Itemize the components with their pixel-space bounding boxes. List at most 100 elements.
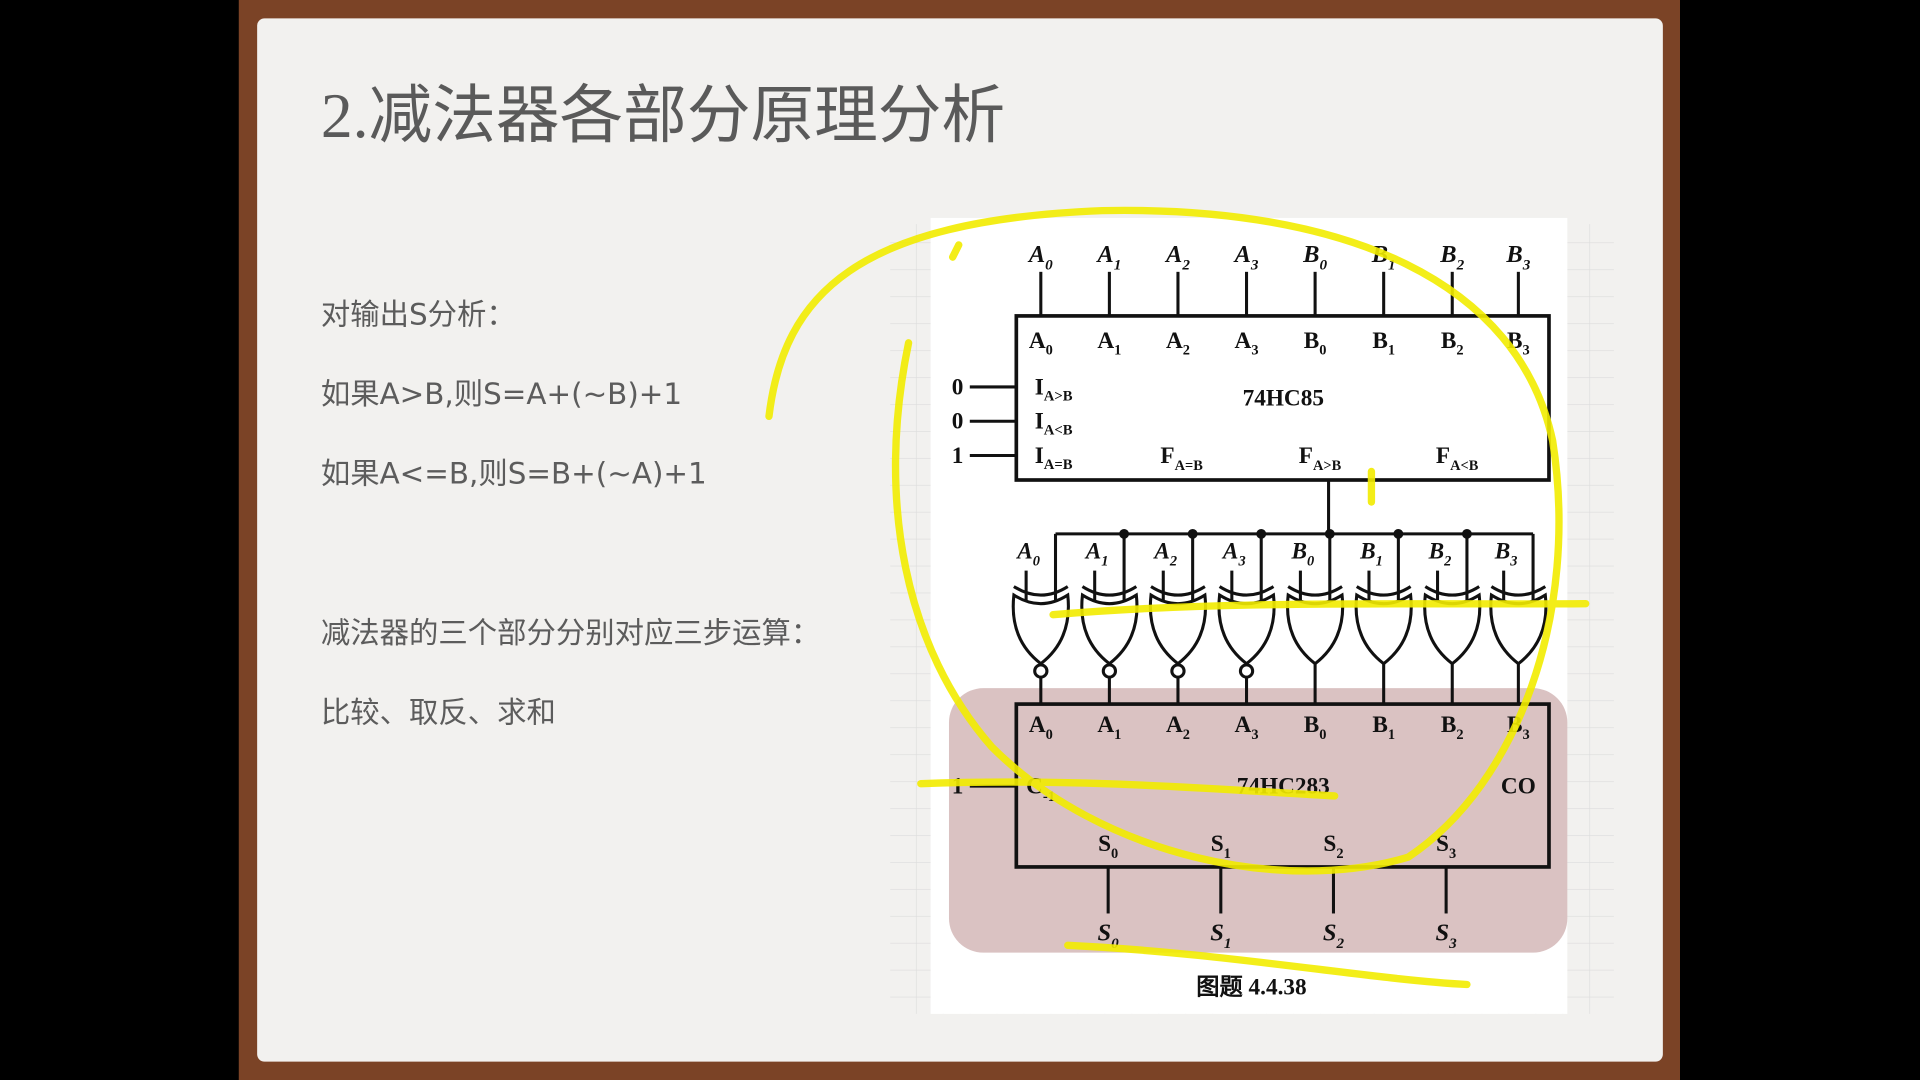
pin-label: A2 [1166,328,1190,359]
pin-label: B1 [1372,712,1395,743]
xor-arc [1424,585,1481,597]
gate-input-label: A3 [1221,538,1246,569]
pin-label: A1 [1097,328,1121,359]
body-line: 如果A>B,则S=A+(~B)+1 [321,377,682,411]
label-main: B [1302,241,1319,268]
pin-label: A0 [1029,712,1053,743]
label-main: A [1152,538,1170,564]
input-label: A0 [1027,241,1053,273]
body-line: 比较、取反、求和 [321,695,556,729]
junction [1119,528,1129,539]
slide-title: 2.减法器各部分原理分析 [321,80,1005,151]
label-main: B [1372,712,1388,738]
label-sub: 0 [1045,256,1053,273]
label-sub: 3 [1509,553,1517,569]
input-label: B0 [1302,241,1327,273]
gate-input-label: B1 [1359,538,1383,569]
junction [1256,528,1267,539]
inverter-bubble [1238,663,1255,679]
chip [1014,314,1551,482]
xor-arc [1150,585,1206,597]
label-sub: 0 [1319,343,1326,359]
label-sub: 2 [1456,256,1465,273]
xor-gate [1011,592,1070,666]
label-sub: 3 [1523,343,1530,359]
label-main: B [1304,328,1320,354]
label-main: A [1235,328,1252,354]
label-sub: 1 [1376,553,1383,569]
label-sub: 0 [1111,935,1119,952]
xor-arc [1490,585,1547,597]
pin-label: FA>B [1299,443,1342,474]
label-sub: 1 [1114,256,1122,273]
level-label: 1 [952,443,964,469]
inverter-bubble [1170,663,1186,679]
output-label: S1 [1210,919,1231,951]
xor-arc [1287,585,1343,597]
label-sub: 3 [1237,553,1245,569]
label-sub: 2 [1169,553,1177,569]
label-main: A [1015,538,1033,564]
body-text: 对输出S分析： 如果A>B,则S=A+(~B)+1 如果A<=B,则S=B+(~A)… [321,297,820,729]
label-main: B [1441,328,1457,354]
pin-label: IA>B [1035,374,1073,404]
label-sub: A>B [1313,458,1342,474]
output-label: S3 [1436,919,1458,951]
pin-label: CO [1501,773,1536,799]
label-main: B [1505,241,1522,268]
label-sub: 1 [1114,727,1121,743]
junction [1187,528,1198,539]
pin-label: FA=B [1160,443,1203,474]
pin-label: S1 [1211,831,1231,862]
label-main: A [1235,712,1252,738]
label-main: F [1160,443,1174,469]
label-sub: 1 [1224,935,1232,952]
input-label: A1 [1095,241,1121,273]
pin-label: A3 [1235,712,1259,743]
label-sub: 0 [1046,727,1053,743]
label-main: B [1372,328,1388,354]
annotation-stroke [1064,941,1471,989]
body-line: 对输出S分析： [321,297,516,331]
gate-input-label: A0 [1015,538,1040,569]
label-sub: 1 [1114,343,1121,359]
label-main: A [1097,712,1114,738]
label-main: S [1323,919,1337,946]
pin-label: B1 [1372,328,1395,359]
label-sub: A=B [1044,457,1073,473]
pin-label: B0 [1304,712,1327,743]
xor-arc [1013,585,1069,597]
label-main: A [1029,328,1046,354]
inverter-bubble [1101,663,1118,679]
label-main: A [1221,538,1239,564]
label-sub: A<B [1450,458,1479,474]
label-main: S [1323,831,1336,857]
pin-label: A2 [1166,712,1190,743]
label-sub: 3 [1523,727,1530,743]
label-sub: 3 [1251,343,1258,359]
annotation-stroke [765,206,1563,875]
label-main: A [1084,538,1102,564]
label-main: F [1436,443,1450,469]
annotation-stroke [917,778,1339,800]
gate-input-label: B2 [1428,538,1452,569]
label-sub: 3 [1251,727,1258,743]
label-main: A [1097,328,1114,354]
label-sub: 1 [1388,727,1395,743]
label-sub: 2 [1183,727,1190,743]
label-sub: 3 [1250,256,1259,273]
chip-name: 74HC85 [1243,385,1324,411]
label-main: B [1290,538,1307,564]
label-sub: 1 [1388,343,1395,359]
label-main: S [1211,831,1224,857]
pin-label: S2 [1323,831,1343,862]
label-main: A [1095,241,1113,268]
pin-label: B0 [1304,328,1327,359]
label-sub: 3 [1448,935,1457,952]
junction [1393,528,1404,539]
label-main: B [1494,538,1511,564]
label-sub: 0 [1307,553,1314,569]
label-main: A [1027,241,1045,268]
label-sub: 1 [1101,553,1108,569]
